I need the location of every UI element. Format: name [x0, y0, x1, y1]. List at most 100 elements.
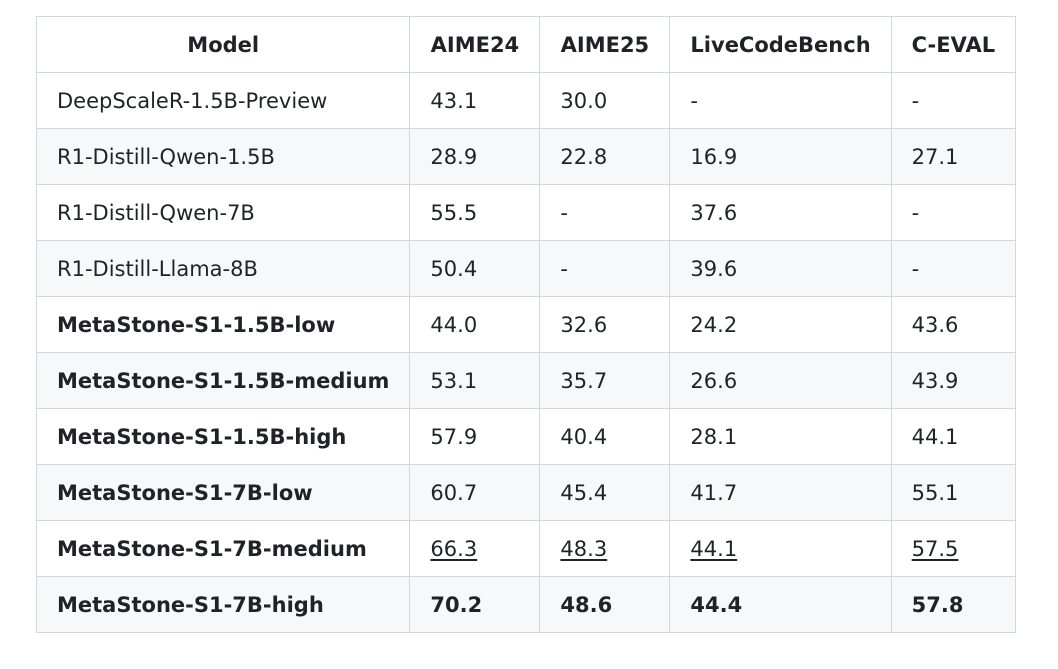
aime25-value: - — [560, 256, 568, 281]
table-header: Model AIME24 AIME25 LiveCodeBench C-EVAL — [35, 16, 1017, 73]
livecodebench-value: 24.2 — [690, 312, 738, 337]
aime24-cell: 53.1 — [409, 352, 541, 409]
aime25-value: 45.4 — [560, 480, 608, 505]
aime25-cell: 40.4 — [539, 408, 671, 465]
aime25-value: 22.8 — [560, 144, 608, 169]
livecodebench-value: - — [690, 88, 698, 113]
aime24-value: 53.1 — [430, 368, 478, 393]
livecodebench-cell: 39.6 — [669, 240, 892, 297]
table-row: R1-Distill-Qwen-7B 55.5 - 37.6 - — [35, 184, 1017, 241]
model-value: MetaStone-S1-1.5B-high — [57, 424, 347, 449]
aime24-value: 55.5 — [430, 200, 478, 225]
aime25-cell: 22.8 — [539, 128, 671, 185]
aime24-value: 28.9 — [430, 144, 478, 169]
aime25-cell: - — [539, 240, 671, 297]
model-value: MetaStone-S1-1.5B-medium — [57, 368, 390, 393]
aime24-value: 66.3 — [430, 536, 478, 561]
aime24-cell: 43.1 — [409, 72, 541, 129]
livecodebench-cell: 41.7 — [669, 464, 892, 521]
aime24-value: 70.2 — [430, 592, 483, 617]
livecodebench-cell: 44.4 — [669, 576, 892, 633]
model-cell: R1-Distill-Qwen-7B — [35, 184, 411, 241]
header-row: Model AIME24 AIME25 LiveCodeBench C-EVAL — [35, 16, 1017, 73]
model-value: R1-Distill-Llama-8B — [57, 256, 258, 281]
aime24-value: 57.9 — [430, 424, 478, 449]
aime24-cell: 70.2 — [409, 576, 541, 633]
livecodebench-cell: 26.6 — [669, 352, 892, 409]
aime25-cell: 48.6 — [539, 576, 671, 633]
model-cell: R1-Distill-Llama-8B — [35, 240, 411, 297]
aime24-value: 43.1 — [430, 88, 478, 113]
model-cell: MetaStone-S1-1.5B-low — [35, 296, 411, 353]
livecodebench-value: 37.6 — [690, 200, 738, 225]
model-value: DeepScaleR-1.5B-Preview — [57, 88, 328, 113]
aime24-cell: 66.3 — [409, 520, 541, 577]
table-row: MetaStone-S1-1.5B-low 44.0 32.6 24.2 43.6 — [35, 296, 1017, 353]
model-value: MetaStone-S1-7B-high — [57, 592, 324, 617]
table-row: MetaStone-S1-7B-medium 66.3 48.3 44.1 57.5 — [35, 520, 1017, 577]
c-eval-cell: 44.1 — [890, 408, 1017, 465]
c-eval-value: - — [911, 200, 920, 225]
c-eval-value: 57.5 — [911, 536, 959, 561]
aime25-cell: - — [539, 184, 671, 241]
aime25-cell: 30.0 — [539, 72, 671, 129]
livecodebench-cell: 28.1 — [669, 408, 892, 465]
aime25-cell: 35.7 — [539, 352, 671, 409]
table-row: MetaStone-S1-7B-low 60.7 45.4 41.7 55.1 — [35, 464, 1017, 521]
table-row: MetaStone-S1-7B-high 70.2 48.6 44.4 57.8 — [35, 576, 1017, 633]
c-eval-cell: - — [890, 72, 1017, 129]
c-eval-value: 27.1 — [911, 144, 959, 169]
table-body: DeepScaleR-1.5B-Preview 43.1 30.0- - R1-Dist… — [35, 72, 1017, 633]
model-cell: DeepScaleR-1.5B-Preview — [35, 72, 411, 129]
aime25-value: 32.6 — [560, 312, 608, 337]
aime25-value: 30.0 — [560, 88, 608, 113]
livecodebench-value: 44.4 — [690, 592, 743, 617]
livecodebench-value: 26.6 — [690, 368, 738, 393]
header-model: Model — [35, 16, 411, 73]
table-row: R1-Distill-Llama-8B 50.4 - 39.6 - — [35, 240, 1017, 297]
livecodebench-value: 44.1 — [690, 536, 738, 561]
header-livecodebench: LiveCodeBench — [669, 16, 892, 73]
table-row: MetaStone-S1-1.5B-high 57.9 40.4 28.1 44.1 — [35, 408, 1017, 465]
header-aime24: AIME24 — [409, 16, 541, 73]
c-eval-value: 57.8 — [911, 592, 964, 617]
model-cell: MetaStone-S1-7B-medium — [35, 520, 411, 577]
c-eval-value: - — [911, 88, 920, 113]
c-eval-cell: - — [890, 240, 1017, 297]
table-row: DeepScaleR-1.5B-Preview 43.1 30.0 - - — [35, 72, 1017, 129]
table-row: R1-Distill-Qwen-1.5B 28.9 22.8 16.9 27.1 — [35, 128, 1017, 185]
table-row: MetaStone-S1-1.5B-medium 53.1 35.7 26.6 43.9 — [35, 352, 1017, 409]
model-cell: MetaStone-S1-7B-low — [35, 464, 411, 521]
aime24-cell: 60.7 — [409, 464, 541, 521]
results-table-container: Model AIME24 AIME25 LiveCodeBench C-EVAL… — [35, 16, 1017, 633]
header-c-eval: C-EVAL — [890, 16, 1017, 73]
livecodebench-value: 28.1 — [690, 424, 738, 449]
c-eval-value: - — [911, 256, 920, 281]
aime24-value: 50.4 — [430, 256, 478, 281]
model-cell: MetaStone-S1-7B-high — [35, 576, 411, 633]
livecodebench-value: 16.9 — [690, 144, 738, 169]
results-table: Model AIME24 AIME25 LiveCodeBench C-EVAL… — [35, 16, 1017, 633]
aime25-value: 48.6 — [560, 592, 613, 617]
model-cell: R1-Distill-Qwen-1.5B — [35, 128, 411, 185]
model-value: MetaStone-S1-7B-low — [57, 480, 313, 505]
c-eval-cell: 57.8 — [890, 576, 1017, 633]
livecodebench-cell: 16.9 — [669, 128, 892, 185]
c-eval-value: 44.1 — [911, 424, 959, 449]
c-eval-value: 43.9 — [911, 368, 959, 393]
aime25-value: 40.4 — [560, 424, 608, 449]
model-value: MetaStone-S1-7B-medium — [57, 536, 367, 561]
c-eval-cell: 57.5 — [890, 520, 1017, 577]
header-aime25: AIME25 — [539, 16, 671, 73]
c-eval-value: 55.1 — [911, 480, 959, 505]
model-cell: MetaStone-S1-1.5B-high — [35, 408, 411, 465]
aime25-cell: 48.3 — [539, 520, 671, 577]
aime25-cell: 32.6 — [539, 296, 671, 353]
c-eval-value: 43.6 — [911, 312, 959, 337]
c-eval-cell: 43.6 — [890, 296, 1017, 353]
aime25-value: 35.7 — [560, 368, 608, 393]
aime24-cell: 28.9 — [409, 128, 541, 185]
c-eval-cell: - — [890, 184, 1017, 241]
livecodebench-value: 41.7 — [690, 480, 738, 505]
aime24-cell: 57.9 — [409, 408, 541, 465]
